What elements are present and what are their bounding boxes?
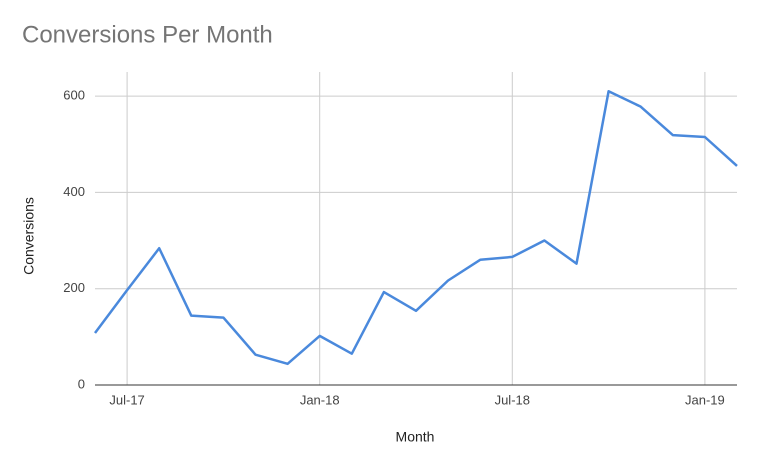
x-tick-label: Jul-18 (495, 392, 530, 407)
x-axis-label: Month (396, 429, 435, 445)
chart-title: Conversions Per Month (22, 21, 273, 48)
y-tick-label: 200 (63, 280, 85, 295)
x-tick-label: Jan-18 (300, 392, 340, 407)
line (93, 90, 738, 366)
x-tick-label: Jul-17 (109, 392, 144, 407)
y-tick-label: 600 (63, 88, 85, 103)
y-tick-label: 400 (63, 184, 85, 199)
x-tick-label: Jan-19 (685, 392, 725, 407)
y-tick-label: 0 (78, 376, 85, 391)
y-axis-label: Conversions (21, 197, 37, 275)
